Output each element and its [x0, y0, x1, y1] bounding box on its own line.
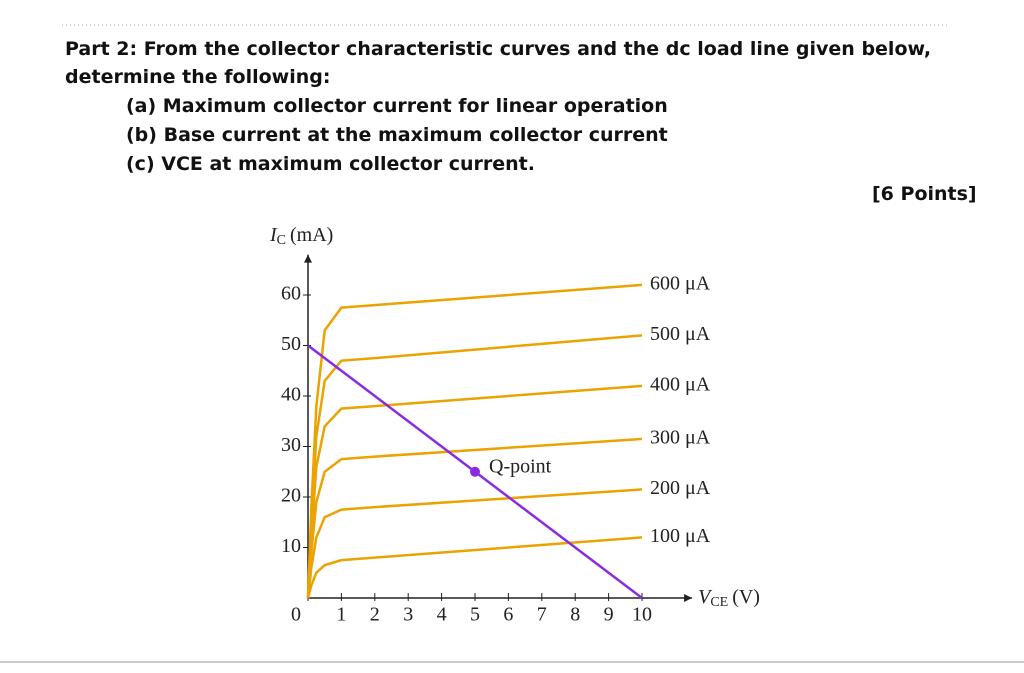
y-tick-label: 30 — [281, 434, 301, 456]
x-tick-label: 5 — [470, 604, 480, 626]
curve-label: 300 μA — [650, 427, 711, 449]
x-tick-label: 2 — [370, 604, 380, 626]
x-tick-label: 6 — [503, 604, 513, 626]
q-point-label: Q-point — [489, 455, 552, 477]
curve-label: 100 μA — [650, 525, 711, 547]
item: (a) Maximum collector current for linear… — [126, 95, 668, 117]
curve-label: 500 μA — [650, 323, 711, 345]
x-tick-label: 10 — [632, 604, 652, 626]
axis-arrow — [684, 594, 693, 602]
x-tick-label: 4 — [437, 604, 447, 626]
x-tick-label: 0 — [291, 604, 301, 626]
axis-subscript: CE — [710, 595, 728, 610]
curve — [306, 536, 643, 599]
item: (b) Base current at the maximum collecto… — [126, 124, 668, 146]
y-tick-label: 40 — [281, 384, 301, 406]
curve — [306, 283, 643, 599]
y-tick-label: 60 — [281, 283, 301, 305]
curve-label: 200 μA — [650, 477, 711, 499]
axis-symbol: V — [698, 586, 713, 608]
y-tick-label: 10 — [281, 535, 301, 557]
curve-label: 400 μA — [650, 373, 711, 395]
axis-label: IC (mA) — [269, 224, 333, 249]
axis-subscript: C — [277, 233, 286, 248]
curve-label: 600 μA — [650, 272, 711, 294]
axis-arrow — [304, 254, 312, 263]
x-tick-label: 7 — [537, 604, 547, 626]
axis-symbol: I — [269, 224, 278, 246]
curve — [306, 437, 643, 599]
x-tick-label: 8 — [570, 604, 580, 626]
intro: Part 2: From the collector characteristi… — [65, 38, 932, 60]
intro: determine the following: — [65, 66, 331, 88]
axis-unit: (mA) — [290, 224, 333, 246]
q-point — [470, 466, 480, 477]
y-tick-label: 20 — [281, 485, 301, 507]
points: [6 Points] — [872, 183, 977, 205]
x-tick-label: 3 — [403, 604, 413, 626]
item: (c) VCE at maximum collector current. — [126, 153, 535, 175]
y-tick-label: 50 — [281, 333, 301, 355]
x-tick-label: 1 — [336, 604, 346, 626]
curve — [306, 488, 643, 599]
x-tick-label: 9 — [604, 604, 614, 626]
axis-unit: (V) — [732, 586, 760, 608]
axis-label: VCE (V) — [698, 586, 760, 611]
